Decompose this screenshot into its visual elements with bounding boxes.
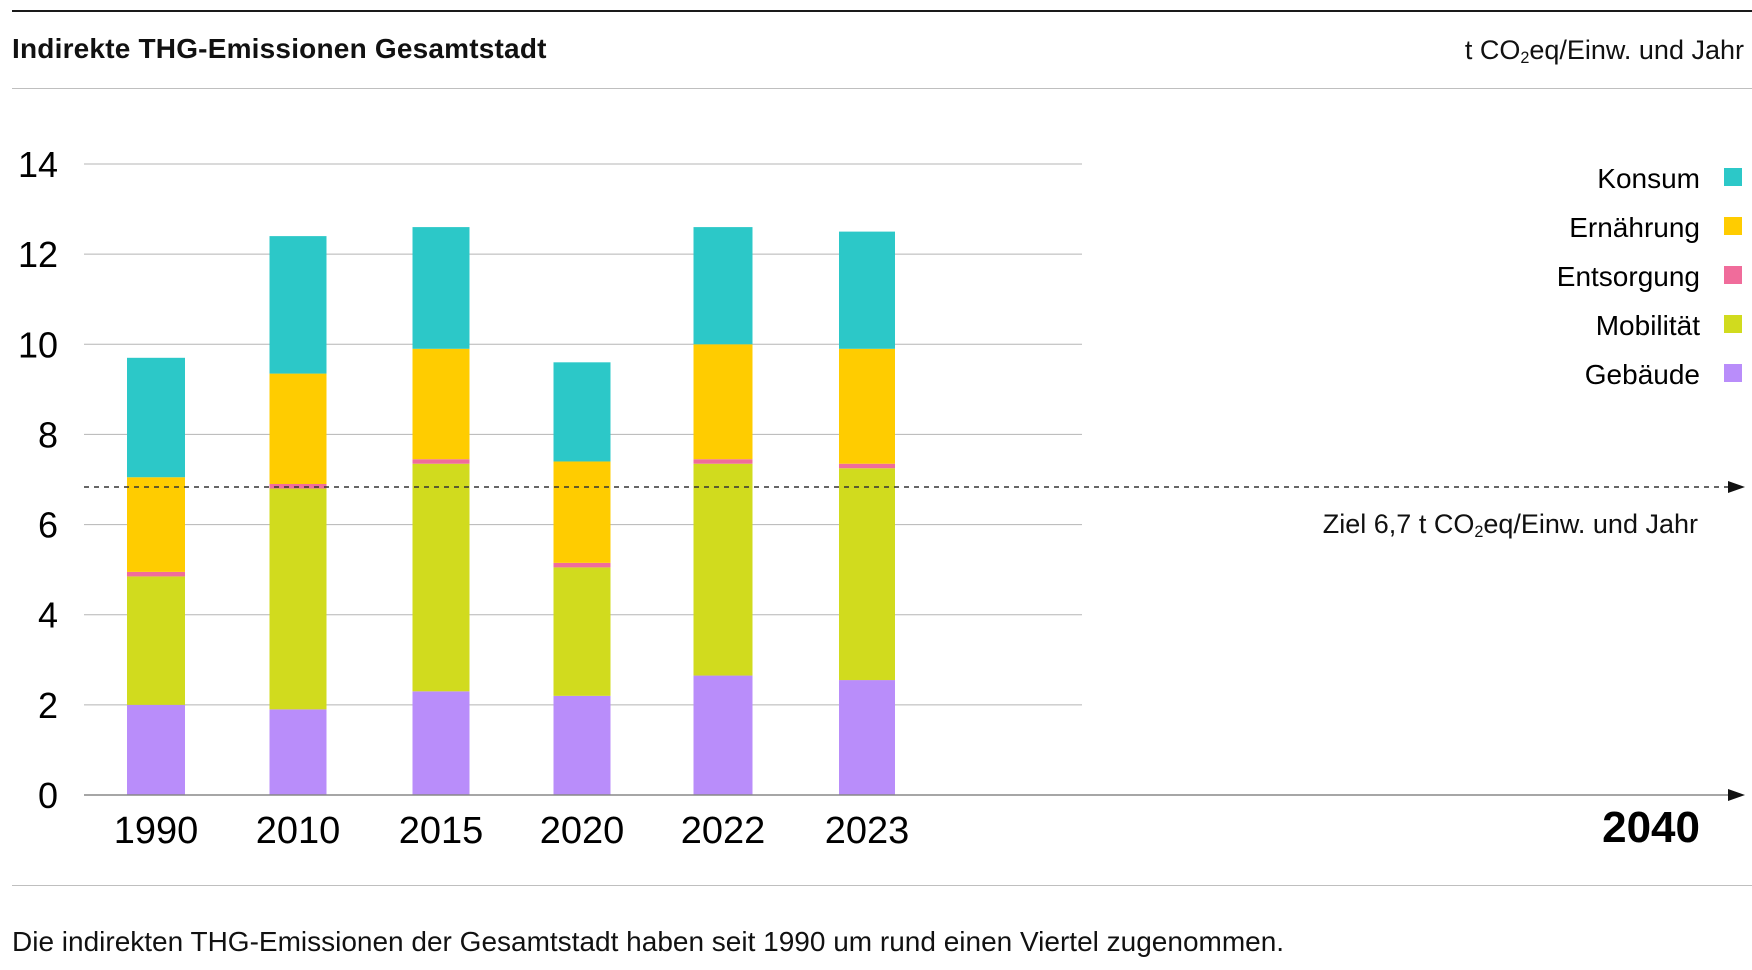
bar-1990-entsorgung — [127, 571, 185, 577]
x-axis-arrowhead — [1728, 789, 1745, 801]
target-label-prefix: Ziel 6,7 t CO — [1322, 509, 1475, 539]
unit-prefix: t CO — [1464, 35, 1521, 65]
legend-label-entsorgung: Entsorgung — [1557, 261, 1700, 292]
chart-title: Indirekte THG-Emissionen Gesamtstadt — [12, 33, 547, 64]
y-tick-label: 8 — [38, 414, 58, 455]
y-tick-label: 0 — [38, 775, 58, 816]
legend: Konsum Ernährung Entsorgung Mobilität Gebäud… — [1557, 163, 1742, 390]
bar-2015-konsum — [412, 227, 470, 349]
y-tick-label: 2 — [38, 685, 58, 726]
legend-swatch-konsum — [1724, 168, 1742, 186]
legend-label-konsum: Konsum — [1597, 163, 1700, 194]
bar-2023-entsorgung — [839, 463, 895, 469]
bar-2022-ernährung — [693, 344, 753, 460]
bar-2023-mobilität — [839, 468, 895, 681]
bar-2010-konsum — [269, 236, 327, 374]
x-axis-ticks: 1990 2010 2015 2020 2022 2023 — [114, 810, 910, 852]
legend-label-mobilität: Mobilität — [1596, 310, 1700, 341]
y-tick-label: 12 — [18, 234, 58, 275]
legend-swatch-mobilität — [1724, 315, 1742, 333]
legend-label-ernährung: Ernährung — [1569, 212, 1700, 243]
y-tick-label: 10 — [18, 324, 58, 365]
y-tick-label: 14 — [18, 144, 58, 185]
legend-swatch-ernährung — [1724, 217, 1742, 235]
bar-2023-gebäude — [839, 680, 895, 795]
bar-2015-entsorgung — [412, 459, 470, 464]
footer-rule — [12, 885, 1752, 886]
bar-2023-ernährung — [839, 348, 895, 464]
x-tick-label-2010: 2010 — [256, 810, 341, 852]
legend-swatch-gebäude — [1724, 364, 1742, 382]
bar-2022-entsorgung — [693, 459, 753, 464]
y-axis-ticks: 0 2 4 6 8 10 12 14 — [18, 144, 58, 816]
bar-2023-konsum — [839, 231, 895, 349]
bar-2020-konsum — [553, 362, 611, 462]
bar-2022-mobilität — [693, 463, 753, 676]
bars — [127, 227, 895, 795]
bar-1990-konsum — [127, 357, 185, 478]
x-tick-label-2015: 2015 — [399, 810, 484, 852]
unit-label: t CO2eq/Einw. und Jahr — [1465, 35, 1744, 68]
unit-suffix: eq/Einw. und Jahr — [1529, 35, 1744, 65]
unit-subscript: 2 — [1520, 49, 1530, 68]
bar-2020-mobilität — [553, 567, 611, 696]
bar-2015-mobilität — [412, 463, 470, 692]
bar-2020-ernährung — [553, 461, 611, 563]
stacked-bar-chart: 0 2 4 6 8 10 12 14 1990 2010 2015 2020 2022 2023 204… — [18, 144, 1745, 852]
bar-2020-gebäude — [553, 695, 611, 795]
bar-2020-entsorgung — [553, 562, 611, 568]
caption: Die indirekten THG-Emissionen der Gesamt… — [12, 926, 1285, 957]
bar-2022-konsum — [693, 227, 753, 345]
y-tick-label: 6 — [38, 505, 58, 546]
x-tick-label-2023: 2023 — [825, 810, 910, 852]
bar-2010-ernährung — [269, 373, 327, 485]
bar-2010-gebäude — [269, 709, 327, 795]
top-rule — [12, 10, 1752, 12]
legend-swatch-entsorgung — [1724, 266, 1742, 284]
bar-1990-gebäude — [127, 704, 185, 795]
bar-2015-ernährung — [412, 348, 470, 460]
x-tick-label-2020: 2020 — [540, 810, 625, 852]
target-label-subscript: 2 — [1474, 523, 1484, 542]
target-arrowhead — [1728, 481, 1745, 493]
legend-label-gebäude: Gebäude — [1585, 359, 1700, 390]
x-tick-label-2022: 2022 — [681, 810, 766, 852]
y-tick-label: 4 — [38, 595, 58, 636]
bar-2015-gebäude — [412, 691, 470, 795]
header-rule — [12, 88, 1752, 89]
x-tick-label-1990: 1990 — [114, 810, 199, 852]
bar-1990-mobilität — [127, 576, 185, 705]
bar-1990-ernährung — [127, 477, 185, 572]
target-label: Ziel 6,7 t CO2eq/Einw. und Jahr — [1323, 509, 1698, 542]
target-year: 2040 — [1602, 803, 1700, 852]
target-label-suffix: eq/Einw. und Jahr — [1483, 509, 1698, 539]
bar-2022-gebäude — [693, 675, 753, 795]
bar-2010-mobilität — [269, 488, 327, 710]
